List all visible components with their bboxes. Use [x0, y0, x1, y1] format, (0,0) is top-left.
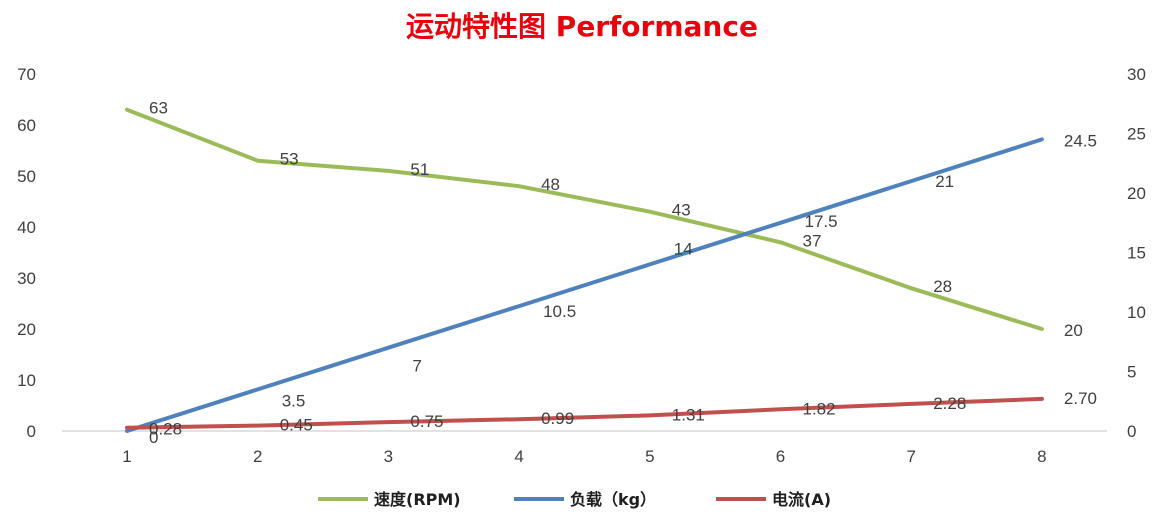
x-tick-label: 6: [776, 447, 785, 466]
series-lines: [125, 107, 1044, 433]
legend-label: 负载（kg）: [570, 490, 656, 509]
x-tick-label: 3: [384, 447, 393, 466]
x-tick-label: 5: [645, 447, 654, 466]
data-label: 63: [149, 99, 168, 118]
data-label: 3.5: [282, 391, 306, 410]
data-label: 21: [935, 172, 954, 191]
series-line: [125, 396, 1044, 430]
right-tick-label: 10: [1127, 303, 1146, 322]
data-label: 7: [412, 357, 421, 376]
left-tick-label: 20: [17, 320, 36, 339]
left-tick-label: 50: [17, 167, 36, 186]
x-tick-label: 4: [514, 447, 523, 466]
data-label: 1.82: [803, 399, 836, 418]
data-label: 0.45: [280, 416, 313, 435]
data-label: 51: [410, 160, 429, 179]
left-tick-label: 30: [17, 269, 36, 288]
data-label: 0.28: [149, 420, 182, 439]
x-tick-label: 1: [122, 447, 131, 466]
left-tick-label: 70: [17, 65, 36, 84]
series-line: [125, 137, 1044, 433]
data-label: 28: [933, 277, 952, 296]
left-tick-label: 60: [17, 116, 36, 135]
right-tick-label: 15: [1127, 244, 1146, 263]
legend-label: 速度(RPM): [374, 490, 461, 509]
right-tick-label: 20: [1127, 184, 1146, 203]
x-tick-label: 8: [1037, 447, 1046, 466]
data-label: 53: [280, 150, 299, 169]
right-tick-label: 25: [1127, 125, 1146, 144]
data-label: 2.28: [933, 394, 966, 413]
left-axis: 0 10 20 30 40 50 60 70: [17, 65, 36, 441]
right-axis: 0 5 10 15 20 25 30: [1127, 65, 1146, 441]
data-label: 1.31: [672, 405, 705, 424]
right-tick-label: 30: [1127, 65, 1146, 84]
data-label: 48: [541, 175, 560, 194]
chart-title: 运动特性图 Performance: [406, 10, 758, 43]
x-axis: 1 2 3 4 5 6 7 8: [122, 447, 1046, 466]
legend: 速度(RPM) 负载（kg） 电流(A): [318, 490, 831, 509]
data-label: 2.70: [1064, 389, 1097, 408]
left-tick-label: 10: [17, 371, 36, 390]
data-labels: 63 53 51 48 43 37 28 20 0 3.5 7 10.5 14 17.5 21 24.5 0.2…: [149, 99, 1097, 447]
data-label: 20: [1064, 321, 1083, 340]
data-label: 37: [803, 231, 822, 250]
x-tick-label: 7: [906, 447, 915, 466]
series-line: [125, 107, 1044, 331]
left-tick-label: 40: [17, 218, 36, 237]
data-label: 0: [149, 428, 158, 447]
x-tick-label: 2: [253, 447, 262, 466]
right-tick-label: 0: [1127, 422, 1136, 441]
data-label: 0.75: [410, 412, 443, 431]
data-label: 14: [674, 239, 693, 258]
legend-label: 电流(A): [772, 490, 831, 509]
right-tick-label: 5: [1127, 363, 1136, 382]
data-label: 0.99: [541, 409, 574, 428]
data-label: 43: [672, 201, 691, 220]
data-label: 24.5: [1064, 131, 1097, 150]
left-tick-label: 0: [27, 422, 36, 441]
data-label: 17.5: [805, 212, 838, 231]
data-label: 10.5: [543, 302, 576, 321]
